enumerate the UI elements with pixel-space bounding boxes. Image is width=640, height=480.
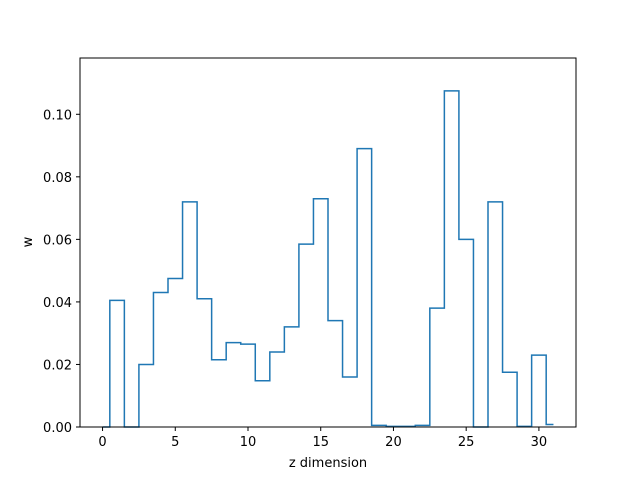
y-axis-label: w [21, 236, 36, 247]
x-tick-label: 5 [171, 435, 179, 450]
x-tick-label: 30 [531, 435, 548, 450]
x-axis-ticks: 0 5 10 15 20 25 30 [98, 427, 547, 450]
y-tick-label: 0.10 [43, 108, 72, 123]
y-tick-label: 0.08 [43, 171, 72, 186]
x-tick-label: 15 [312, 435, 329, 450]
x-tick-label: 20 [385, 435, 402, 450]
x-tick-label: 0 [98, 435, 106, 450]
x-axis-label: z dimension [289, 456, 367, 471]
x-tick-label: 25 [458, 435, 475, 450]
y-tick-label: 0.06 [43, 233, 72, 248]
plot-frame [79, 57, 577, 428]
y-tick-label: 0.02 [43, 358, 72, 373]
y-axis-ticks: 0.00 0.02 0.04 0.06 0.08 0.10 [43, 108, 80, 436]
x-tick-label: 10 [240, 435, 257, 450]
y-tick-label: 0.00 [43, 421, 72, 436]
y-tick-label: 0.04 [43, 296, 72, 311]
